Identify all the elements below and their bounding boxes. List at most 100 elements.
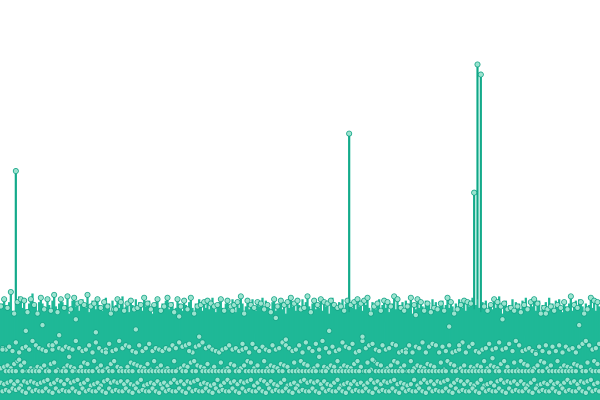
point-marker (516, 342, 523, 349)
point-marker (182, 368, 189, 375)
point-marker (326, 327, 333, 334)
point-marker (34, 310, 41, 317)
point-marker (359, 333, 366, 340)
point-marker (439, 343, 446, 350)
point-marker (276, 345, 283, 352)
point-marker (292, 346, 299, 353)
point-marker (56, 332, 63, 339)
point-marker (14, 378, 21, 385)
point-marker (369, 340, 376, 347)
point-marker (462, 349, 469, 356)
point-marker (492, 345, 499, 352)
point-marker (416, 345, 423, 352)
point-marker (84, 291, 91, 298)
point-marker (214, 376, 221, 383)
point-marker (262, 389, 269, 396)
point-marker (596, 388, 600, 395)
point-marker (176, 313, 183, 320)
point-marker (481, 303, 488, 310)
point-marker (542, 342, 549, 349)
point-marker (81, 301, 88, 308)
point-marker (547, 362, 554, 369)
point-marker (102, 389, 109, 396)
point-marker (541, 359, 548, 366)
point-marker (586, 342, 593, 349)
point-marker (127, 297, 134, 304)
point-marker (366, 368, 373, 375)
point-marker (596, 368, 600, 375)
point-marker (221, 307, 228, 314)
point-marker (554, 358, 561, 365)
point-marker (11, 310, 18, 317)
point-marker (442, 368, 449, 375)
point-marker (72, 316, 79, 323)
point-marker (564, 306, 571, 313)
point-marker (444, 294, 451, 301)
point-marker (437, 359, 444, 366)
point-marker (47, 307, 54, 314)
point-marker (401, 362, 408, 369)
point-marker (456, 342, 463, 349)
point-marker (91, 300, 98, 307)
point-marker (109, 368, 116, 375)
point-marker (307, 309, 314, 316)
point-marker (269, 368, 276, 375)
point-marker (257, 300, 264, 307)
point-marker (7, 288, 14, 295)
point-marker (407, 294, 414, 301)
point-marker (186, 348, 193, 355)
point-marker (26, 346, 33, 353)
point-marker (181, 297, 188, 304)
point-marker (12, 368, 19, 375)
point-marker (247, 376, 254, 383)
point-marker (531, 376, 538, 383)
point-marker (537, 310, 544, 317)
point-marker (339, 339, 346, 346)
point-marker (322, 345, 329, 352)
point-marker (69, 346, 76, 353)
point-marker (16, 356, 23, 363)
point-marker (274, 303, 281, 310)
point-marker (141, 294, 148, 301)
point-marker (354, 296, 361, 303)
point-marker (64, 293, 71, 300)
point-marker (94, 296, 101, 303)
point-marker (256, 348, 263, 355)
point-marker (547, 303, 554, 310)
point-marker (291, 359, 298, 366)
point-marker (209, 389, 216, 396)
point-marker (284, 299, 291, 306)
point-marker (281, 376, 288, 383)
point-marker (556, 389, 563, 396)
point-marker (69, 368, 76, 375)
point-marker (441, 307, 448, 314)
point-marker (486, 368, 493, 375)
point-marker (186, 340, 193, 347)
point-marker (12, 168, 19, 175)
point-marker (107, 310, 114, 317)
point-marker (234, 299, 241, 306)
point-marker (401, 307, 408, 314)
point-marker (51, 359, 58, 366)
point-marker (501, 300, 508, 307)
point-marker (451, 310, 458, 317)
point-marker (52, 368, 59, 375)
point-marker (314, 301, 321, 308)
point-marker (582, 389, 589, 396)
point-marker (231, 362, 238, 369)
point-marker (137, 376, 144, 383)
point-marker (9, 348, 16, 355)
point-marker (311, 297, 318, 304)
point-marker (534, 300, 541, 307)
point-marker (76, 389, 83, 396)
point-marker (486, 340, 493, 347)
point-marker (336, 346, 343, 353)
point-marker (36, 368, 43, 375)
point-marker (376, 348, 383, 355)
point-marker (4, 304, 11, 311)
point-marker (171, 358, 178, 365)
point-marker (549, 343, 556, 350)
point-marker (529, 389, 536, 396)
point-marker (484, 307, 491, 314)
point-marker (282, 336, 289, 343)
